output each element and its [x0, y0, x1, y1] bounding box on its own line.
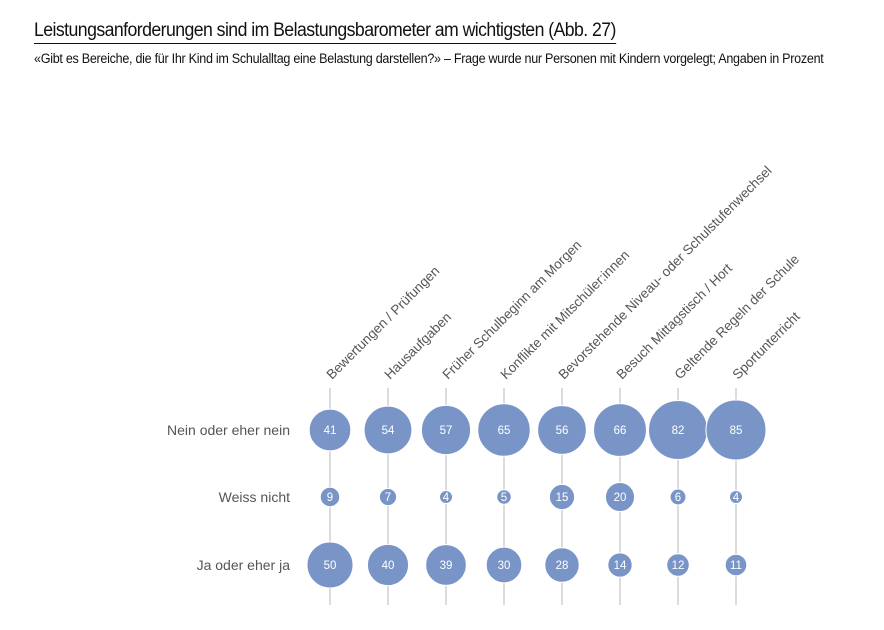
bubble [308, 408, 352, 452]
bubble-value-label: 5 [501, 492, 507, 504]
bubble-value-label: 54 [382, 425, 395, 437]
bubble-value-label: 6 [675, 492, 681, 504]
bubble-value-label: 57 [440, 425, 453, 437]
bubble [548, 483, 576, 511]
bubble [724, 553, 748, 577]
bubble-value-label: 7 [385, 492, 391, 504]
bubble [604, 481, 636, 513]
row-label: Weiss nicht [219, 489, 290, 505]
bubble [438, 489, 454, 505]
bubble [537, 405, 587, 455]
bubble-value-label: 11 [730, 560, 742, 572]
bubble [728, 489, 744, 505]
bubble-value-label: 56 [556, 425, 569, 437]
bubble [420, 404, 472, 456]
bubble-value-label: 50 [324, 560, 337, 572]
bubble [496, 489, 512, 505]
bubble-value-label: 82 [672, 425, 685, 437]
bubble-value-label: 4 [443, 492, 450, 504]
bubble [485, 546, 523, 584]
bubble-value-label: 41 [324, 425, 337, 437]
bubble-value-label: 66 [614, 425, 627, 437]
bubble [425, 544, 467, 586]
bubble [666, 553, 690, 577]
bubble-value-label: 15 [556, 492, 569, 504]
chart-subtitle: «Gibt es Bereiche, die für Ihr Kind im S… [34, 51, 824, 66]
category-label: Geltende Regeln der Schule [672, 252, 803, 383]
category-label: Besuch Mittagstisch / Hort [614, 260, 736, 382]
bubble-value-label: 14 [614, 560, 627, 572]
bubble [366, 543, 410, 587]
row-label: Ja oder eher ja [197, 557, 291, 573]
bubble [378, 487, 398, 507]
bubble-value-label: 4 [733, 492, 740, 504]
chart-title: Leistungsanforderungen sind im Belastung… [34, 20, 616, 44]
bubble [477, 403, 531, 457]
bubble-value-label: 28 [556, 560, 569, 572]
bubble [306, 541, 354, 589]
bubble [544, 547, 580, 583]
bubble-value-label: 65 [498, 425, 511, 437]
bubble [607, 552, 633, 578]
bubble-value-label: 39 [440, 560, 453, 572]
category-label: Bewertungen / Prüfungen [324, 263, 443, 382]
bubble-value-label: 12 [672, 560, 685, 572]
bubble [669, 488, 687, 506]
row-label: Nein oder eher nein [167, 422, 290, 438]
bubble-value-label: 30 [498, 560, 511, 572]
bubble [319, 486, 341, 508]
category-label: Bevorstehende Niveau- oder Schulstufenwe… [556, 163, 775, 382]
bubble-value-label: 20 [614, 492, 627, 504]
bubble-value-label: 40 [382, 560, 395, 572]
bubble [593, 403, 647, 457]
bubble [705, 399, 767, 461]
bubble-value-label: 9 [327, 492, 333, 504]
bubble-value-label: 85 [730, 425, 743, 437]
bubble [363, 405, 413, 455]
